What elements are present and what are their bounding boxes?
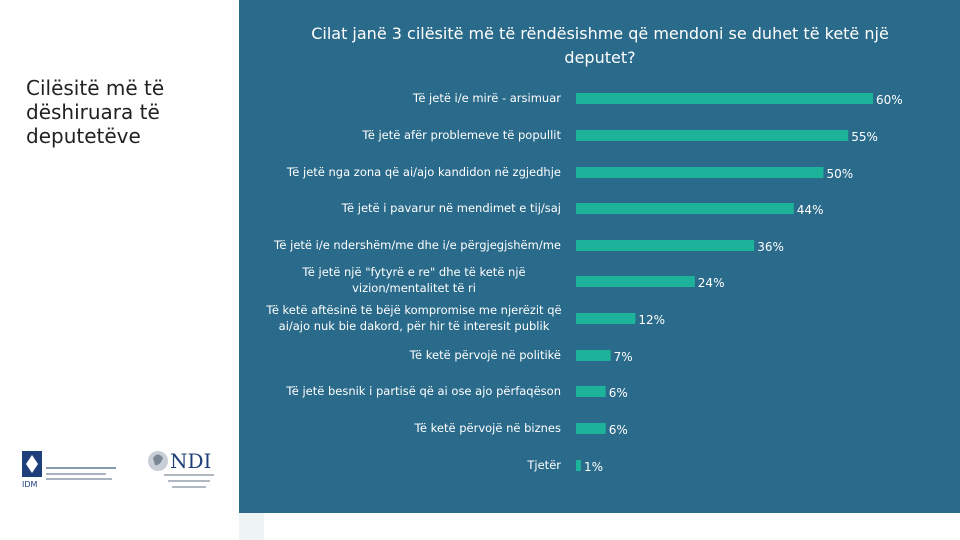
bar: [576, 460, 581, 471]
bar: [576, 313, 636, 324]
category-label: Të jetë i pavarur në mendimet e tij/saj: [341, 201, 561, 215]
bar-value-label: 12%: [638, 313, 665, 327]
category-label: Të jetë afër problemeve të popullit: [361, 128, 561, 142]
category-label: Të jetë një "fytyrë e re" dhe të ketë nj…: [301, 265, 525, 295]
idm-logo: IDM: [22, 451, 116, 489]
bar-value-label: 24%: [698, 276, 725, 290]
bar: [576, 386, 606, 397]
category-label: Të ketë aftësinë të bëjë kompromise me n…: [265, 303, 561, 333]
panel-bottom-strip: [239, 513, 264, 540]
bar-value-label: 1%: [584, 460, 603, 474]
category-label: Të ketë përvojë në politikë: [409, 348, 561, 362]
bar-value-label: 6%: [609, 386, 628, 400]
category-label: Tjetër: [526, 458, 561, 472]
bar: [576, 350, 611, 361]
bar: [576, 93, 873, 104]
category-label: Të jetë besnik i partisë që ai ose ajo p…: [285, 384, 561, 398]
bar-value-label: 44%: [797, 203, 824, 217]
bar: [576, 203, 794, 214]
chart-title: Cilat janë 3 cilësitë më të rëndësishme …: [311, 24, 889, 67]
bar-value-label: 60%: [876, 93, 903, 107]
ndi-logo: NDI: [148, 449, 214, 488]
slide-title: Cilësitë më të dëshiruara të deputetëve: [26, 76, 165, 148]
bar-value-label: 36%: [757, 240, 784, 254]
bar: [576, 167, 824, 178]
category-label: Të ketë përvojë në biznes: [414, 421, 561, 435]
bar-value-label: 7%: [614, 350, 633, 364]
category-label: Të jetë i/e mirë - arsimuar: [412, 91, 561, 105]
bar-value-label: 50%: [827, 167, 854, 181]
bar: [576, 130, 849, 141]
category-label: Të jetë i/e ndershëm/me dhe i/e përgjegj…: [273, 238, 561, 252]
ndi-logo-mark: NDI: [170, 449, 211, 473]
idm-logo-mark: IDM: [22, 480, 38, 489]
bar: [576, 423, 606, 434]
bar-value-label: 55%: [851, 130, 878, 144]
bar: [576, 240, 755, 251]
bar: [576, 276, 695, 287]
bar-value-label: 6%: [609, 423, 628, 437]
category-label: Të jetë nga zona që ai/ajo kandidon në z…: [286, 165, 561, 179]
